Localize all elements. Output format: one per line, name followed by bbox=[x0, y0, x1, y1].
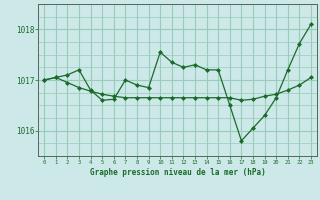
X-axis label: Graphe pression niveau de la mer (hPa): Graphe pression niveau de la mer (hPa) bbox=[90, 168, 266, 177]
